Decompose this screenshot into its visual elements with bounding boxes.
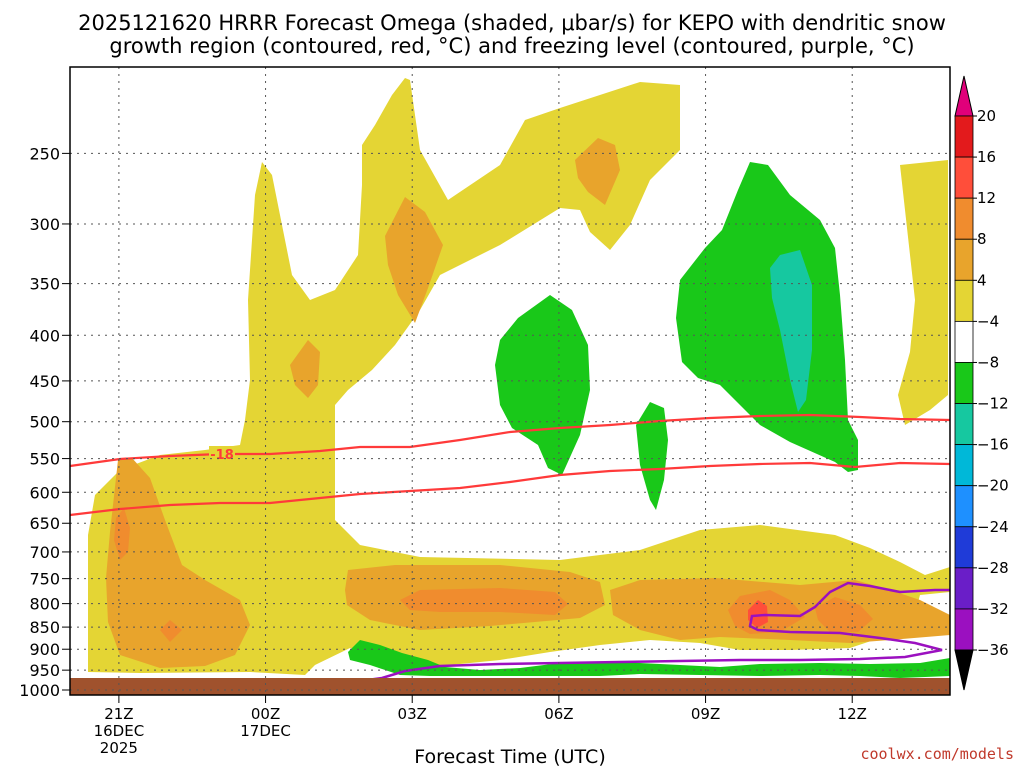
colorbar-segment — [954, 238, 974, 281]
plot-area: -18 — [69, 66, 951, 696]
colorbar-label: −28 — [977, 559, 1009, 577]
y-tick-label: 950 — [29, 661, 60, 680]
colorbar-segment — [954, 608, 974, 651]
y-tick-label: 500 — [29, 413, 60, 432]
y-tick-label: 800 — [29, 595, 60, 614]
ground-surface — [70, 678, 950, 695]
omega-shading-green — [348, 162, 950, 678]
y-tick-label: 850 — [29, 618, 60, 637]
colorbar-top-arrow — [954, 75, 974, 117]
chart-title-line-1: 2025121620 HRRR Forecast Omega (shaded, … — [78, 11, 946, 35]
green-region-1 — [495, 295, 590, 475]
x-tick-label: 09Z — [691, 705, 720, 723]
dgz-line-lower — [69, 461, 951, 517]
colorbar-label: −32 — [977, 600, 1009, 618]
x-axis-title: Forecast Time (UTC) — [414, 746, 605, 768]
dgz-contour-label: -18 — [210, 448, 234, 463]
colorbar-segment — [954, 362, 974, 404]
dark-orange-core-1 — [114, 508, 130, 560]
orange-region-upper-2 — [290, 340, 320, 398]
omega-shading-yellow — [88, 78, 950, 675]
colorbar-label: 4 — [977, 271, 987, 289]
y-tick-label: 1000 — [19, 681, 60, 700]
colorbar-bottom-arrow — [954, 649, 974, 691]
y-tick-label: 600 — [29, 483, 60, 502]
y-tick-label: 550 — [29, 450, 60, 469]
colorbar-label: 20 — [977, 107, 996, 125]
y-tick-label: 900 — [29, 640, 60, 659]
colorbar-segment — [954, 403, 974, 446]
colorbar-segment — [954, 485, 974, 528]
omega-shading-dark-orange — [114, 508, 873, 642]
colorbar: 20 16 12 8 4 −4 −8 −12 −16 −20 −24 −28 −32 −36 — [954, 75, 1009, 691]
colorbar-label: 16 — [977, 148, 996, 166]
colorbar-label: −12 — [977, 395, 1009, 413]
x-tick-label: 03Z — [398, 705, 427, 723]
x-tick-label: 06Z — [544, 705, 573, 723]
colorbar-label: −20 — [977, 477, 1009, 495]
x-tick-label: 21Z — [104, 705, 133, 723]
colorbar-label: −4 — [977, 312, 999, 330]
dark-orange-core-2 — [160, 620, 182, 642]
colorbar-segment — [954, 115, 974, 158]
x-tick-year-label: 2025 — [100, 739, 138, 757]
colorbar-segment — [954, 526, 974, 569]
freezing-level-contour — [359, 581, 950, 683]
credit-text: coolwx.com/models — [860, 745, 1014, 763]
y-tick-label: 350 — [29, 275, 60, 294]
colorbar-label: −24 — [977, 518, 1009, 536]
colorbar-segment — [954, 567, 974, 610]
green-region-2 — [636, 402, 668, 510]
colorbar-segment — [954, 320, 974, 363]
x-tick-label: 12Z — [838, 705, 867, 723]
green-region-3 — [676, 162, 858, 472]
teal-region — [770, 250, 812, 412]
y-axis-ticks: 250 300 350 400 450 500 550 600 650 700 750 800 850 9… — [19, 144, 70, 700]
green-region-low — [348, 640, 950, 678]
y-tick-label: 650 — [29, 514, 60, 533]
yellow-region-main — [88, 78, 950, 675]
orange-region-upper-3 — [575, 138, 620, 205]
dark-orange-core-5 — [815, 597, 873, 632]
y-tick-label: 700 — [29, 543, 60, 562]
x-tick-date-label: 17DEC — [240, 722, 291, 740]
yellow-region-right — [898, 160, 948, 425]
dark-orange-core-3 — [400, 588, 568, 615]
colorbar-label: 12 — [977, 189, 996, 207]
orange-region-upper-1 — [385, 197, 443, 323]
x-tick-date-label: 16DEC — [94, 722, 145, 740]
chart-title-line-2: growth region (contoured, red, °C) and f… — [109, 34, 914, 58]
orange-region-left — [106, 458, 250, 668]
colorbar-segment — [954, 156, 974, 199]
y-tick-label: 450 — [29, 372, 60, 391]
colorbar-label: 8 — [977, 230, 987, 248]
y-tick-label: 300 — [29, 215, 60, 234]
colorbar-segment — [954, 444, 974, 487]
x-tick-label: 00Z — [251, 705, 280, 723]
y-tick-label: 750 — [29, 570, 60, 589]
red-core — [748, 600, 768, 628]
colorbar-label: −16 — [977, 436, 1009, 454]
colorbar-label: −8 — [977, 353, 999, 371]
y-tick-label: 250 — [29, 144, 60, 163]
colorbar-segment — [954, 197, 974, 240]
y-tick-label: 400 — [29, 326, 60, 345]
dgz-label-background — [209, 446, 235, 462]
colorbar-segment — [954, 279, 974, 322]
colorbar-label: −36 — [977, 641, 1009, 659]
